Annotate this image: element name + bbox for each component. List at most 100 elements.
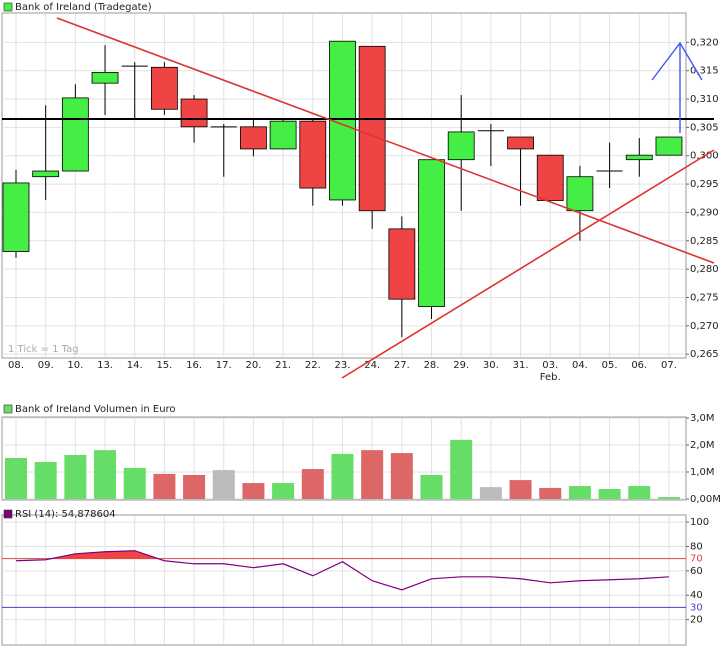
y-tick-label: 60 xyxy=(690,566,703,577)
panel-frame xyxy=(1,514,687,646)
bar xyxy=(94,450,117,499)
bar xyxy=(212,470,235,499)
x-tick-label: 29. xyxy=(453,360,469,371)
y-tick-label: 0,295 xyxy=(690,179,719,190)
legend-swatch xyxy=(3,509,13,519)
candle-body xyxy=(2,182,30,252)
bar xyxy=(539,487,562,499)
note: 1 Tick = 1 Tag xyxy=(8,344,79,355)
x-tick-label: 03. xyxy=(542,360,558,371)
bar xyxy=(390,453,413,499)
y-tick-label: 0,310 xyxy=(690,94,719,105)
bar xyxy=(5,457,27,499)
legend-label: Bank of Ireland (Tradegate) xyxy=(15,2,152,13)
x-tick-label: 22. xyxy=(305,360,321,371)
x-tick-label: 07. xyxy=(661,360,677,371)
trend-line xyxy=(56,17,715,264)
bar xyxy=(34,462,57,499)
candle-body xyxy=(418,159,445,307)
candle-body xyxy=(655,136,683,156)
y-tick-label: 0,305 xyxy=(690,122,719,133)
candle-body xyxy=(625,154,653,161)
bar xyxy=(598,489,621,499)
bar xyxy=(628,486,651,499)
reference-label: 30 xyxy=(690,602,703,613)
x-tick-label: 28. xyxy=(424,360,440,371)
candle-body xyxy=(269,120,297,150)
legend-label: RSI (14): 54,878604 xyxy=(15,509,116,520)
candle-body xyxy=(507,136,534,150)
bar xyxy=(153,473,176,499)
y-tick-label: 0,275 xyxy=(690,292,719,303)
x-tick-label: 30. xyxy=(483,360,499,371)
candle-body xyxy=(91,71,119,84)
x-tick-label: 16. xyxy=(186,360,202,371)
candle-body xyxy=(240,126,267,150)
x-tick-label: 21. xyxy=(275,360,291,371)
bar xyxy=(509,480,532,499)
x-tick-label: 10. xyxy=(67,360,83,371)
x-tick-label: 08. xyxy=(8,360,24,371)
y-tick-label: 0,280 xyxy=(690,264,719,275)
x-tick-label: 09. xyxy=(38,360,54,371)
x-tick-label: 04. xyxy=(572,360,588,371)
x-tick-label: 17. xyxy=(216,360,232,371)
y-tick-label: 0,270 xyxy=(690,321,719,332)
y-tick-label: 0,315 xyxy=(690,66,719,77)
y-tick-label: 20 xyxy=(690,615,703,626)
candle-body xyxy=(61,97,89,172)
legend-swatch xyxy=(3,2,13,12)
candle-body xyxy=(566,176,594,212)
reference-label: 70 xyxy=(690,554,703,565)
month-label: Feb. xyxy=(540,372,561,383)
candle-body xyxy=(447,131,475,161)
y-tick-label: 1,0M xyxy=(690,467,715,478)
x-tick-label: 20. xyxy=(245,360,261,371)
candle-body xyxy=(180,98,208,128)
candle-body xyxy=(388,228,416,300)
bar xyxy=(331,453,354,499)
bar xyxy=(657,497,680,499)
bar xyxy=(183,474,206,499)
x-tick-label: 14. xyxy=(127,360,143,371)
bar xyxy=(242,483,265,499)
y-tick-label: 0,290 xyxy=(690,207,719,218)
bar xyxy=(64,454,87,499)
bar xyxy=(272,483,295,499)
y-tick-label: 3,0M xyxy=(690,413,715,424)
overbought-area xyxy=(51,550,159,559)
rsi-line xyxy=(15,550,669,591)
legend-swatch xyxy=(3,404,13,414)
bar xyxy=(450,439,473,499)
y-tick-label: 0,265 xyxy=(690,349,719,360)
y-tick-label: 100 xyxy=(690,517,709,528)
y-tick-label: 2,0M xyxy=(690,440,715,451)
bar xyxy=(568,486,591,499)
arrow-head xyxy=(651,41,703,81)
x-tick-label: 27. xyxy=(394,360,410,371)
trend-line xyxy=(341,149,715,379)
x-tick-label: 13. xyxy=(97,360,113,371)
bar xyxy=(301,469,324,499)
y-tick-label: 0,00M xyxy=(690,494,721,505)
bar xyxy=(479,487,502,499)
bar xyxy=(420,474,443,499)
y-tick-label: 0,320 xyxy=(690,37,719,48)
x-tick-label: 24. xyxy=(364,360,380,371)
candle-body xyxy=(299,120,327,189)
x-tick-label: 31. xyxy=(513,360,529,371)
x-tick-label: 05. xyxy=(602,360,618,371)
candle-body xyxy=(536,154,564,201)
candle-body xyxy=(150,66,178,110)
x-tick-label: 23. xyxy=(335,360,351,371)
y-tick-label: 0,285 xyxy=(690,236,719,247)
x-tick-label: 15. xyxy=(156,360,172,371)
y-tick-label: 40 xyxy=(690,590,703,601)
bar xyxy=(123,467,146,499)
x-tick-label: 06. xyxy=(631,360,647,371)
legend-label: Bank of Ireland Volumen in Euro xyxy=(15,404,176,415)
candle-body xyxy=(358,45,386,212)
y-tick-label: 80 xyxy=(690,541,703,552)
candle-body xyxy=(32,170,60,178)
